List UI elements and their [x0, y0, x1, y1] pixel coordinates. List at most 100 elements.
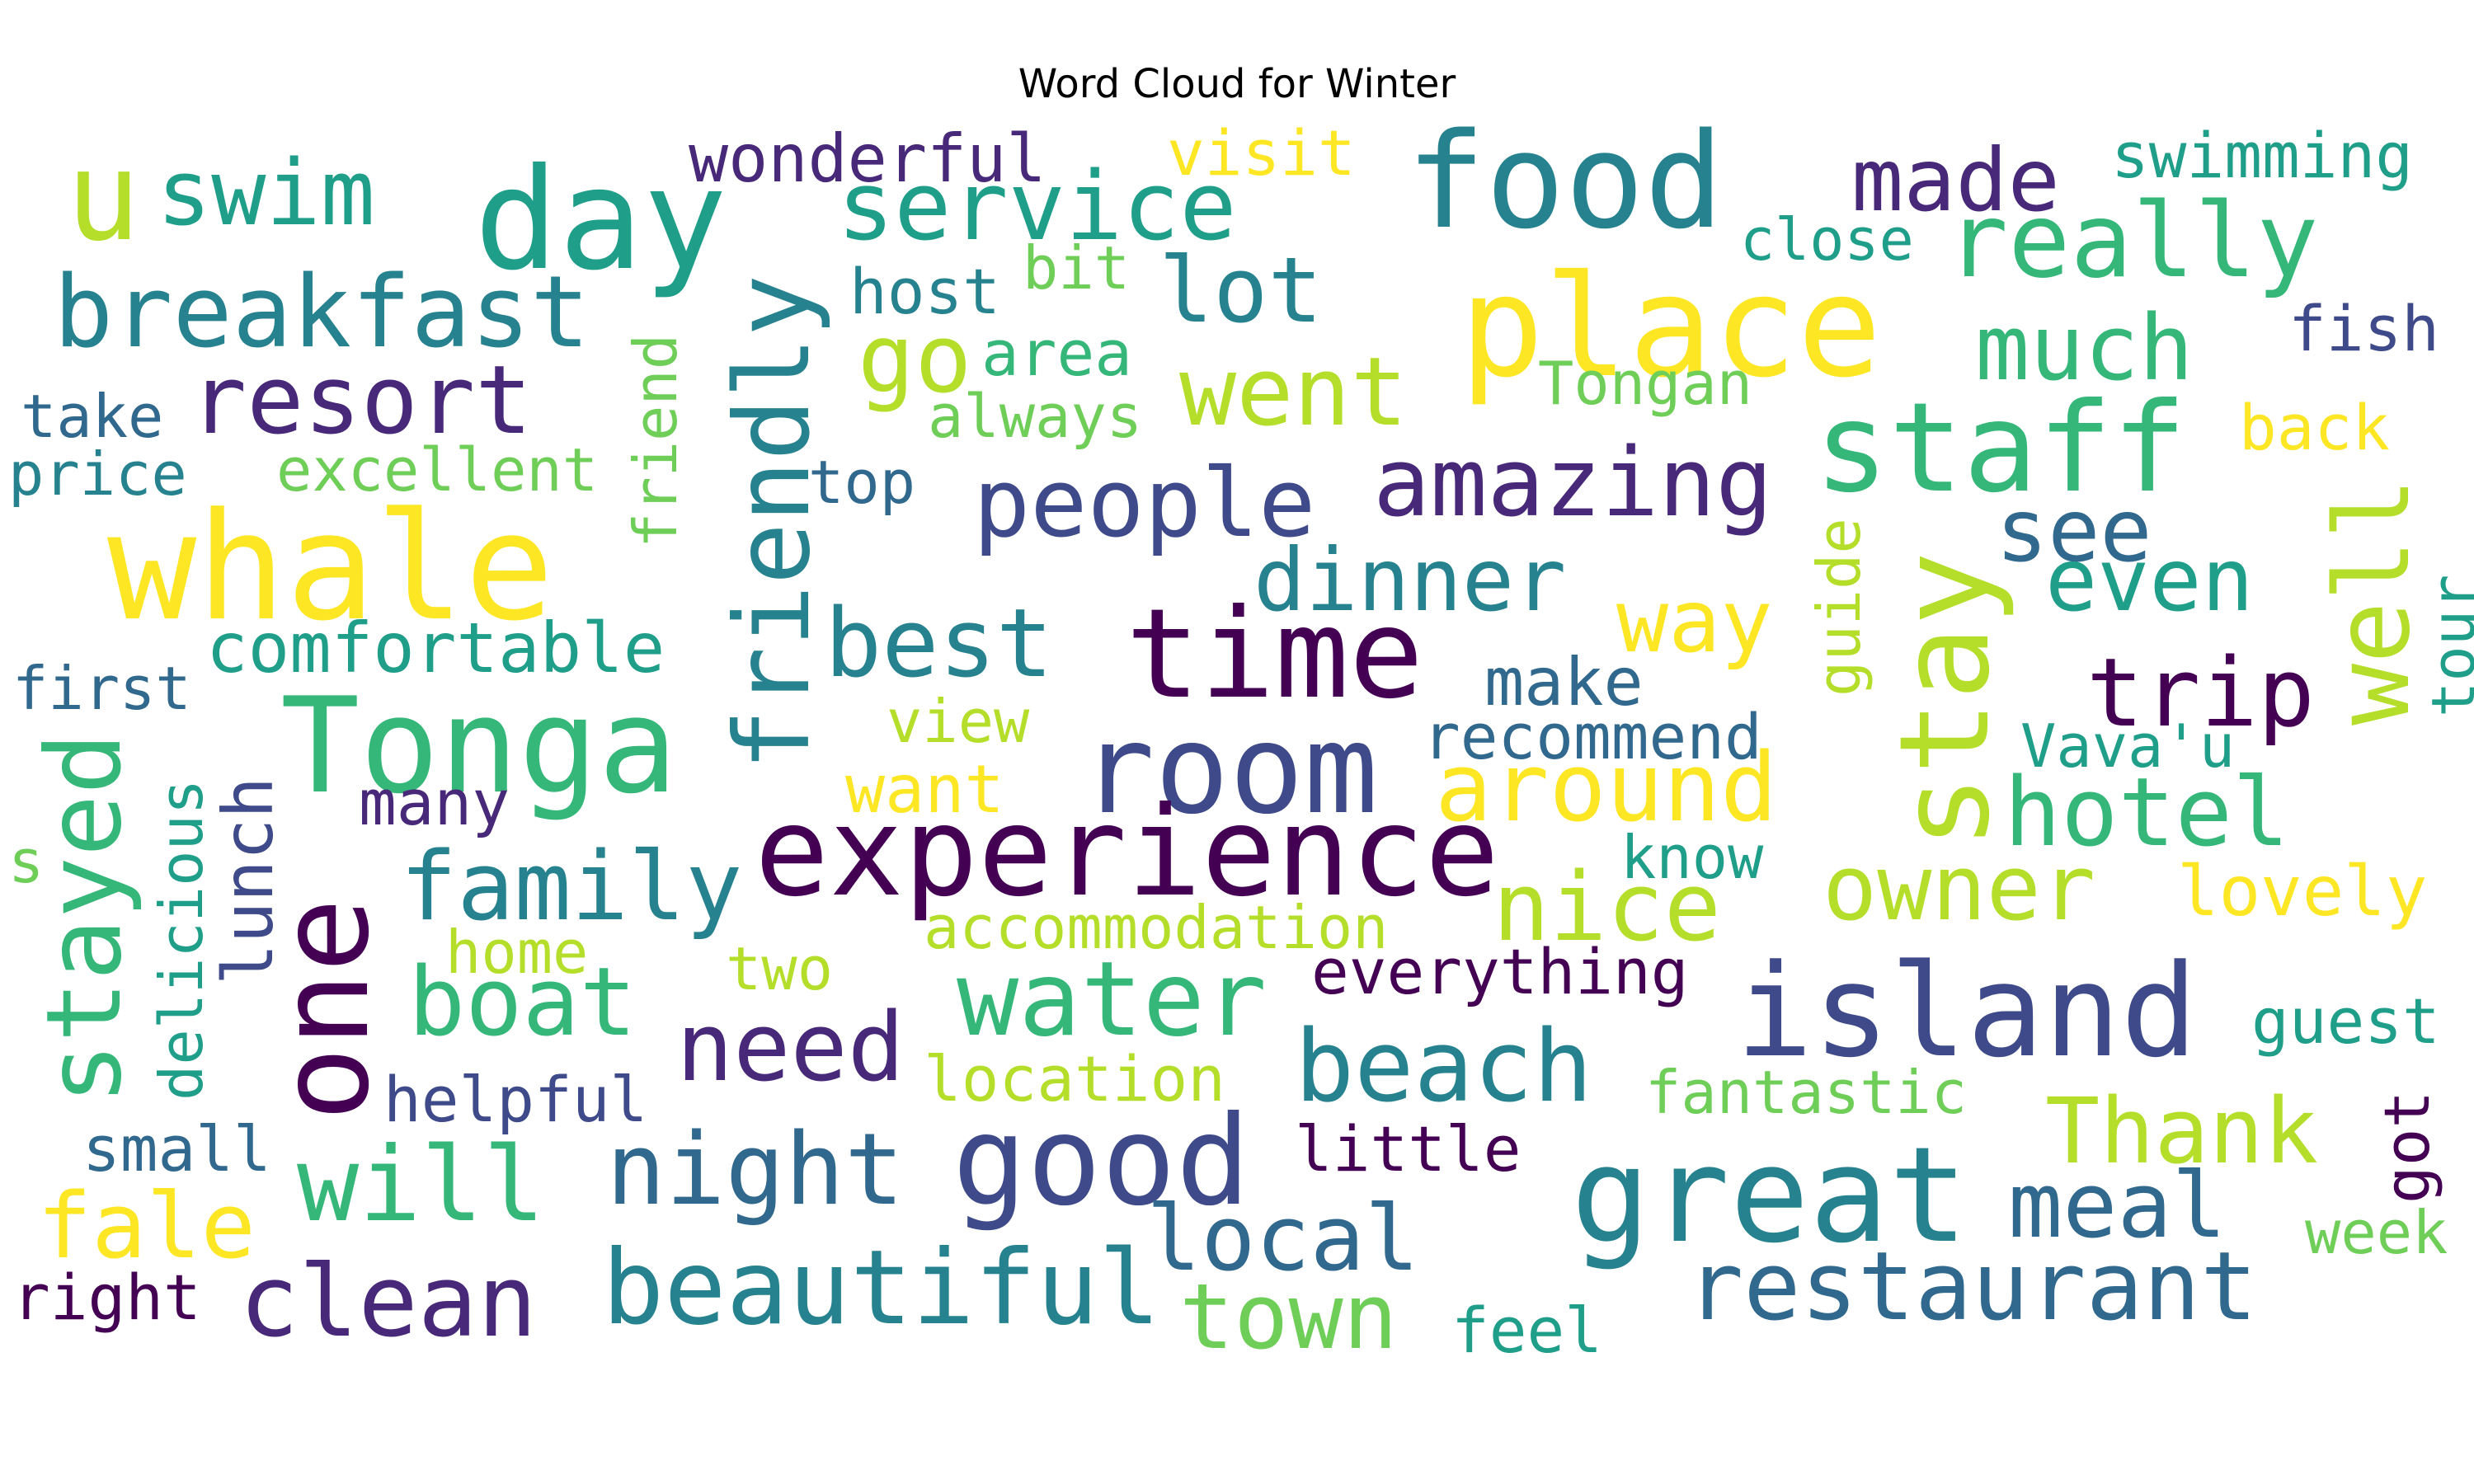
word-even: even	[2045, 530, 2254, 631]
word-hotel: hotel	[2004, 758, 2289, 868]
word-home: home	[445, 918, 588, 987]
word-beach: beach	[1295, 1010, 1592, 1125]
word-need: need	[676, 993, 905, 1103]
word-week: week	[2305, 1198, 2448, 1267]
word-one: one	[253, 898, 397, 1121]
word-got: got	[2370, 1091, 2443, 1204]
word-family: family	[400, 832, 742, 942]
word-people: people	[973, 448, 1315, 559]
word-guide: guide	[1804, 518, 1874, 697]
word-take: take	[21, 382, 163, 451]
word-helpful: helpful	[383, 1063, 647, 1136]
word-area: area	[981, 317, 1132, 390]
word-excellent: excellent	[276, 435, 598, 505]
word-time: time	[1126, 583, 1423, 726]
word-tour: tour	[2419, 575, 2474, 717]
word-fish: fish	[2288, 292, 2439, 365]
word-lunch: lunch	[208, 777, 289, 985]
word-owner: owner	[1823, 835, 2095, 941]
word-best: best	[825, 589, 1053, 699]
word-breakfast: breakfast	[54, 256, 590, 370]
word-tongan: Tongan	[1538, 349, 1752, 418]
word-fale: fale	[37, 1173, 256, 1279]
word-close: close	[1740, 206, 1914, 274]
word-host: host	[849, 255, 1000, 328]
word-night: night	[606, 1113, 904, 1228]
word-vava-u: Vava'u	[2020, 711, 2235, 781]
word-thank: Thank	[2045, 1078, 2318, 1184]
word-resort: resort	[190, 345, 532, 456]
word-staff: staff	[1814, 377, 2187, 520]
word-always: always	[928, 382, 1142, 451]
word-island: island	[1736, 937, 2198, 1086]
word-feel: feel	[1451, 1294, 1602, 1367]
word-swim: swim	[157, 140, 375, 246]
word-little: little	[1295, 1112, 1522, 1186]
word-many: many	[359, 766, 510, 839]
word-food: food	[1406, 104, 1724, 258]
word-u: u	[66, 125, 140, 269]
word-stay: stay	[1874, 552, 2017, 849]
word-location: location	[924, 1042, 1225, 1115]
word-dinner: dinner	[1253, 530, 1566, 631]
word-visit: visit	[1167, 116, 1356, 190]
word-fantastic: fantastic	[1645, 1058, 1967, 1127]
word-recommend: recommend	[1423, 700, 1762, 773]
word-good: good	[952, 1090, 1250, 1233]
word-wonderful: wonderful	[689, 120, 1046, 197]
word-bit: bit	[1023, 233, 1130, 303]
word-swimming: swimming	[2111, 119, 2413, 192]
word-tonga: Tonga	[280, 669, 678, 823]
word-s: s	[8, 827, 44, 896]
word-local: local	[1146, 1186, 1419, 1291]
word-way: way	[1616, 571, 1773, 672]
word-see: see	[1996, 481, 2152, 581]
word-boat: boat	[408, 947, 637, 1058]
word-friendly: friendly	[713, 275, 833, 771]
word-top: top	[808, 448, 915, 517]
word-trip: trip	[2086, 638, 2315, 749]
word-two: two	[726, 934, 833, 1003]
word-place: place	[1460, 246, 1882, 409]
word-water: water	[957, 940, 1267, 1059]
word-much: much	[1975, 295, 2194, 401]
word-go: go	[858, 304, 971, 415]
word-experience: experience	[755, 781, 1499, 924]
word-nice: nice	[1493, 852, 1721, 963]
word-small: small	[82, 1112, 271, 1186]
word-accommodation: accommodation	[924, 893, 1389, 962]
word-amazing: amazing	[1373, 428, 1773, 538]
word-first: first	[12, 654, 191, 723]
word-room: room	[1080, 698, 1378, 842]
word-around: around	[1435, 733, 1777, 843]
word-want: want	[845, 751, 1004, 828]
word-great: great	[1571, 1118, 1968, 1272]
word-will: will	[297, 1125, 545, 1245]
word-day: day	[474, 139, 727, 302]
word-restaurant: restaurant	[1686, 1232, 2257, 1342]
word-clean: clean	[239, 1245, 537, 1360]
word-lot: lot	[1159, 237, 1323, 343]
word-back: back	[2239, 391, 2390, 464]
word-friend: friend	[621, 334, 690, 548]
word-well: well	[2313, 477, 2433, 726]
word-delicious: delicious	[147, 779, 216, 1101]
word-make: make	[1484, 644, 1644, 721]
word-town: town	[1179, 1264, 1398, 1369]
word-meal: meal	[2008, 1153, 2227, 1258]
word-comfortable: comfortable	[206, 608, 665, 688]
chart-title: Word Cloud for Winter	[1018, 61, 1456, 107]
word-whale: whale	[107, 481, 554, 654]
word-guest: guest	[2251, 984, 2440, 1058]
word-stayed: stayed	[25, 732, 144, 1105]
word-price: price	[8, 439, 187, 509]
word-view: view	[887, 687, 1030, 756]
word-really: really	[1946, 181, 2319, 301]
word-service: service	[837, 152, 1237, 262]
word-made: made	[1851, 130, 2060, 231]
word-know: know	[1620, 823, 1764, 892]
word-everything: everything	[1311, 935, 1689, 1008]
word-right: right	[12, 1261, 201, 1334]
